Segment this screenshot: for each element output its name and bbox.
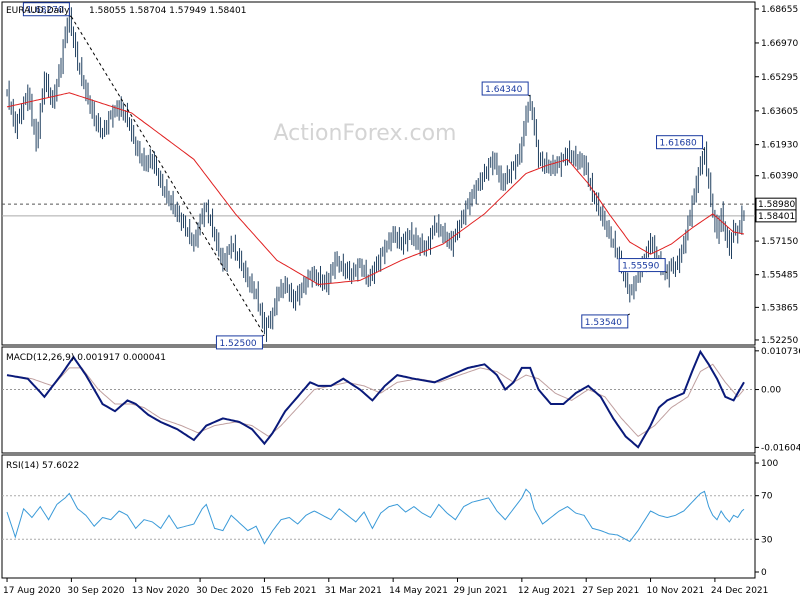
price-axis-tick-label: 1.57150 bbox=[761, 237, 798, 247]
macd-title: MACD(12,26,9) 0.001917 0.000041 bbox=[6, 353, 166, 363]
annotation-box bbox=[215, 335, 263, 350]
x-tick-label: 31 Mar 2021 bbox=[325, 586, 382, 596]
price-axis-tick-label: 1.53865 bbox=[761, 303, 798, 313]
rsi-title: RSI(14) 57.6022 bbox=[6, 461, 79, 471]
rsi-panel-frame bbox=[1, 454, 756, 579]
watermark: ActionForex.com bbox=[274, 121, 457, 146]
price-axis-tick-label: 1.63605 bbox=[761, 107, 798, 117]
x-tick-label: 17 Aug 2020 bbox=[3, 586, 61, 596]
annotation-label: 1.52500 bbox=[219, 339, 256, 349]
x-tick-label: 30 Sep 2020 bbox=[67, 586, 124, 596]
annotation-box bbox=[581, 314, 629, 329]
level-label-box bbox=[755, 209, 797, 223]
macd-line bbox=[6, 349, 745, 449]
price-quote: 1.58055 1.58704 1.57949 1.58401 bbox=[89, 6, 246, 16]
price-axis-tick-label: 1.55485 bbox=[761, 271, 798, 281]
price-axis-tick-label: 1.61930 bbox=[761, 141, 798, 151]
level-label: 1.58401 bbox=[758, 212, 795, 222]
macd-axis-tick-label: -0.016046 bbox=[761, 443, 800, 453]
annotation-label: 1.68270 bbox=[26, 6, 63, 16]
macd-axis-tick-label: 0.010736 bbox=[761, 347, 800, 357]
level-label: 1.58980 bbox=[758, 200, 795, 210]
price-axis-tick-label: 1.66970 bbox=[761, 39, 798, 49]
trendline bbox=[70, 16, 265, 336]
price-title: EURAUD,Daily bbox=[6, 6, 70, 16]
price-axis-tick-label: 1.60390 bbox=[761, 172, 798, 182]
macd-signal-line bbox=[6, 363, 745, 438]
rsi-axis-tick-label: 70 bbox=[761, 492, 773, 502]
annotation-label: 1.55590 bbox=[622, 262, 659, 272]
price-panel-frame bbox=[1, 1, 756, 346]
x-tick-label: 30 Dec 2020 bbox=[196, 586, 254, 596]
annotation-box bbox=[481, 81, 529, 96]
annotation-label: 1.64340 bbox=[485, 85, 522, 95]
x-tick-label: 15 Feb 2021 bbox=[260, 586, 316, 596]
annotation-label: 1.61680 bbox=[660, 139, 697, 149]
annotation-box bbox=[22, 2, 70, 17]
x-tick-label: 10 Nov 2021 bbox=[647, 586, 705, 596]
x-tick-label: 12 Aug 2021 bbox=[518, 586, 576, 596]
rsi-axis-tick-label: 0 bbox=[761, 568, 767, 578]
price-axis-tick-label: 1.68655 bbox=[761, 5, 798, 15]
x-tick-label: 29 Jun 2021 bbox=[453, 586, 507, 596]
annotation-box bbox=[618, 258, 666, 273]
rsi-line bbox=[6, 488, 745, 545]
macd-panel-frame bbox=[1, 346, 756, 454]
price-axis-tick-label: 1.52250 bbox=[761, 336, 798, 346]
macd-axis-tick-label: 0.00 bbox=[761, 386, 781, 396]
price-axis-tick-label: 1.65295 bbox=[761, 73, 798, 83]
sma-line bbox=[6, 92, 745, 286]
x-tick-label: 27 Sep 2021 bbox=[582, 586, 639, 596]
x-tick-label: 14 May 2021 bbox=[389, 586, 448, 596]
x-tick-label: 24 Dec 2021 bbox=[711, 586, 769, 596]
rsi-axis-tick-label: 100 bbox=[761, 459, 778, 469]
annotation-box bbox=[656, 135, 704, 150]
annotation-label: 1.53540 bbox=[585, 318, 622, 328]
rsi-axis-tick-label: 30 bbox=[761, 535, 773, 545]
x-tick-label: 13 Nov 2020 bbox=[132, 586, 190, 596]
